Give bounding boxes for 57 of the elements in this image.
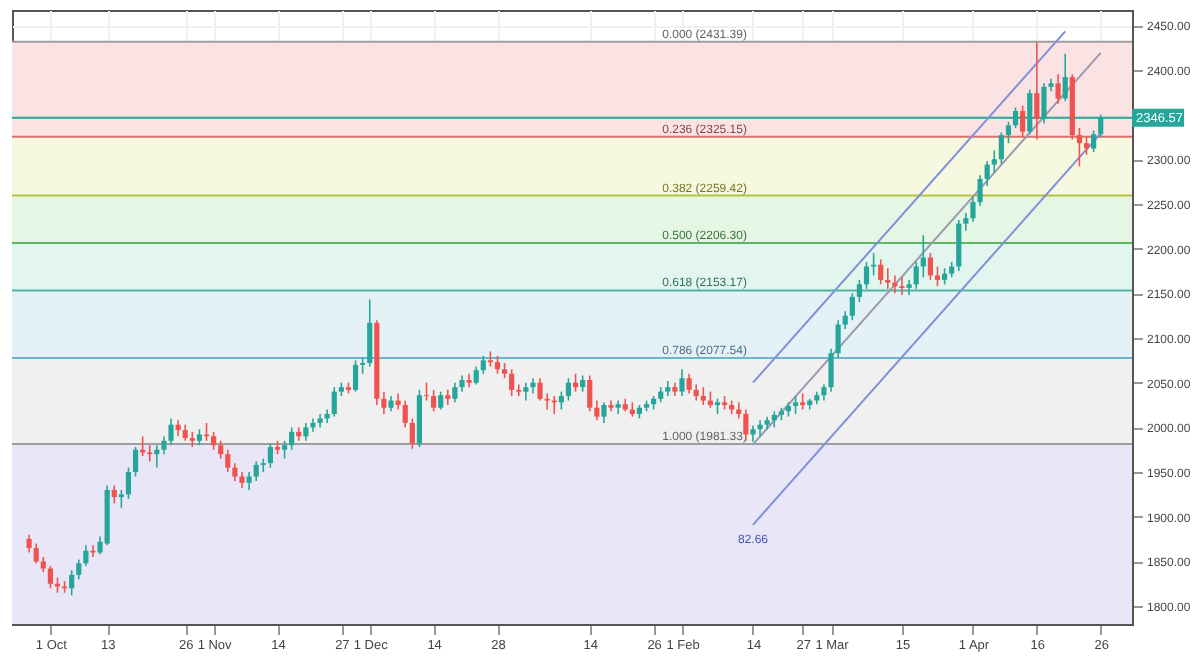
candlestick bbox=[267, 442, 273, 469]
candlestick bbox=[367, 298, 373, 368]
candlestick bbox=[125, 466, 132, 500]
candlestick bbox=[537, 377, 543, 402]
candlestick bbox=[991, 149, 997, 174]
candlestick bbox=[956, 219, 962, 272]
candlestick bbox=[899, 276, 905, 296]
candlestick bbox=[509, 368, 515, 397]
candlestick bbox=[33, 542, 39, 565]
candlestick bbox=[1062, 52, 1068, 102]
candlestick bbox=[331, 386, 337, 418]
candlestick bbox=[863, 261, 870, 290]
candlestick bbox=[856, 279, 863, 304]
candlestick bbox=[352, 359, 359, 393]
candlestick bbox=[1034, 41, 1040, 141]
candlestick bbox=[871, 252, 877, 277]
candlestick bbox=[310, 417, 316, 433]
candlestick bbox=[90, 544, 96, 558]
candlestick bbox=[452, 381, 458, 404]
candlestick bbox=[523, 381, 529, 402]
candlestick bbox=[253, 460, 259, 482]
candlestick bbox=[1055, 73, 1061, 105]
candlestick bbox=[892, 274, 898, 295]
candlestick bbox=[700, 386, 706, 406]
candlestick bbox=[587, 374, 593, 413]
candlestick bbox=[601, 401, 607, 424]
candlestick bbox=[289, 426, 295, 451]
candlestick bbox=[69, 569, 75, 597]
candlestick bbox=[934, 265, 941, 287]
candlestick bbox=[168, 417, 174, 447]
candlestick bbox=[132, 446, 139, 478]
candlestick bbox=[743, 408, 749, 442]
candlestick bbox=[466, 372, 472, 388]
candlestick bbox=[445, 389, 451, 406]
candlestick bbox=[878, 258, 884, 286]
candlestick bbox=[516, 383, 522, 397]
candlestick bbox=[431, 389, 437, 413]
candlestick bbox=[260, 457, 266, 473]
candlestick bbox=[927, 252, 933, 281]
candlestick bbox=[1020, 104, 1026, 138]
candlestick bbox=[47, 565, 53, 590]
candlestick bbox=[686, 372, 692, 395]
candlestick bbox=[757, 419, 763, 438]
candlestick bbox=[409, 417, 415, 450]
candlestick bbox=[998, 131, 1004, 165]
candlestick bbox=[849, 292, 855, 321]
candlestick bbox=[565, 377, 572, 402]
candlestick bbox=[402, 399, 408, 429]
candlestick bbox=[920, 234, 926, 279]
candlestick bbox=[679, 368, 685, 397]
candlestick bbox=[147, 444, 153, 463]
candlestick bbox=[225, 448, 231, 473]
candlestick bbox=[1091, 129, 1097, 153]
candlestick bbox=[885, 267, 891, 290]
candlestick bbox=[530, 377, 536, 395]
candlestick bbox=[76, 558, 82, 581]
candlestick bbox=[1076, 127, 1083, 168]
